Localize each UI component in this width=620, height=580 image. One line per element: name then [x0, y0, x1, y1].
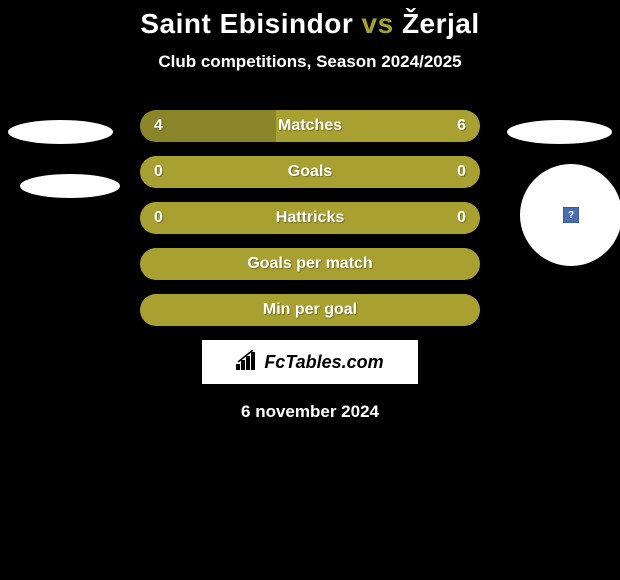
logo-box: FcTables.com [202, 340, 418, 384]
avatar-right-placeholder-1 [507, 120, 612, 144]
bar-value-left: 4 [154, 117, 163, 135]
comparison-title: Saint Ebisindor vs Žerjal [0, 8, 620, 40]
date-text: 6 november 2024 [0, 402, 620, 422]
bar-label: Goals [288, 163, 332, 181]
player-right-name: Žerjal [402, 8, 480, 39]
season-subtitle: Club competitions, Season 2024/2025 [0, 52, 620, 72]
stats-area: ? 4 6 Matches 0 0 Goals 0 0 Hattricks Goals per m… [0, 110, 620, 326]
bar-label: Min per goal [263, 301, 357, 319]
main-container: Saint Ebisindor vs Žerjal Club competiti… [0, 0, 620, 422]
bar-fill-right [310, 156, 480, 188]
avatar-left-placeholder-2 [20, 174, 120, 198]
bar-value-right: 0 [457, 209, 466, 227]
logo-text: FcTables.com [264, 352, 383, 373]
player-left-name: Saint Ebisindor [140, 8, 353, 39]
bar-value-left: 0 [154, 209, 163, 227]
bar-label: Goals per match [247, 255, 372, 273]
bar-value-left: 0 [154, 163, 163, 181]
bar-value-right: 6 [457, 117, 466, 135]
avatar-left-placeholder-1 [8, 120, 113, 144]
question-icon: ? [563, 207, 579, 223]
bar-value-right: 0 [457, 163, 466, 181]
vs-separator: vs [362, 8, 394, 39]
stat-bar-row: Goals per match [140, 248, 480, 280]
logo: FcTables.com [236, 350, 383, 375]
stat-bars: 4 6 Matches 0 0 Goals 0 0 Hattricks Goals per mat… [140, 110, 480, 326]
logo-chart-icon [236, 350, 260, 375]
stat-bar-row: Min per goal [140, 294, 480, 326]
stat-bar-row: 0 0 Hattricks [140, 202, 480, 234]
bar-label: Hattricks [276, 209, 344, 227]
bar-label: Matches [278, 117, 342, 135]
stat-bar-row: 4 6 Matches [140, 110, 480, 142]
bar-fill-left [140, 156, 310, 188]
avatar-right-circle: ? [520, 164, 620, 266]
stat-bar-row: 0 0 Goals [140, 156, 480, 188]
